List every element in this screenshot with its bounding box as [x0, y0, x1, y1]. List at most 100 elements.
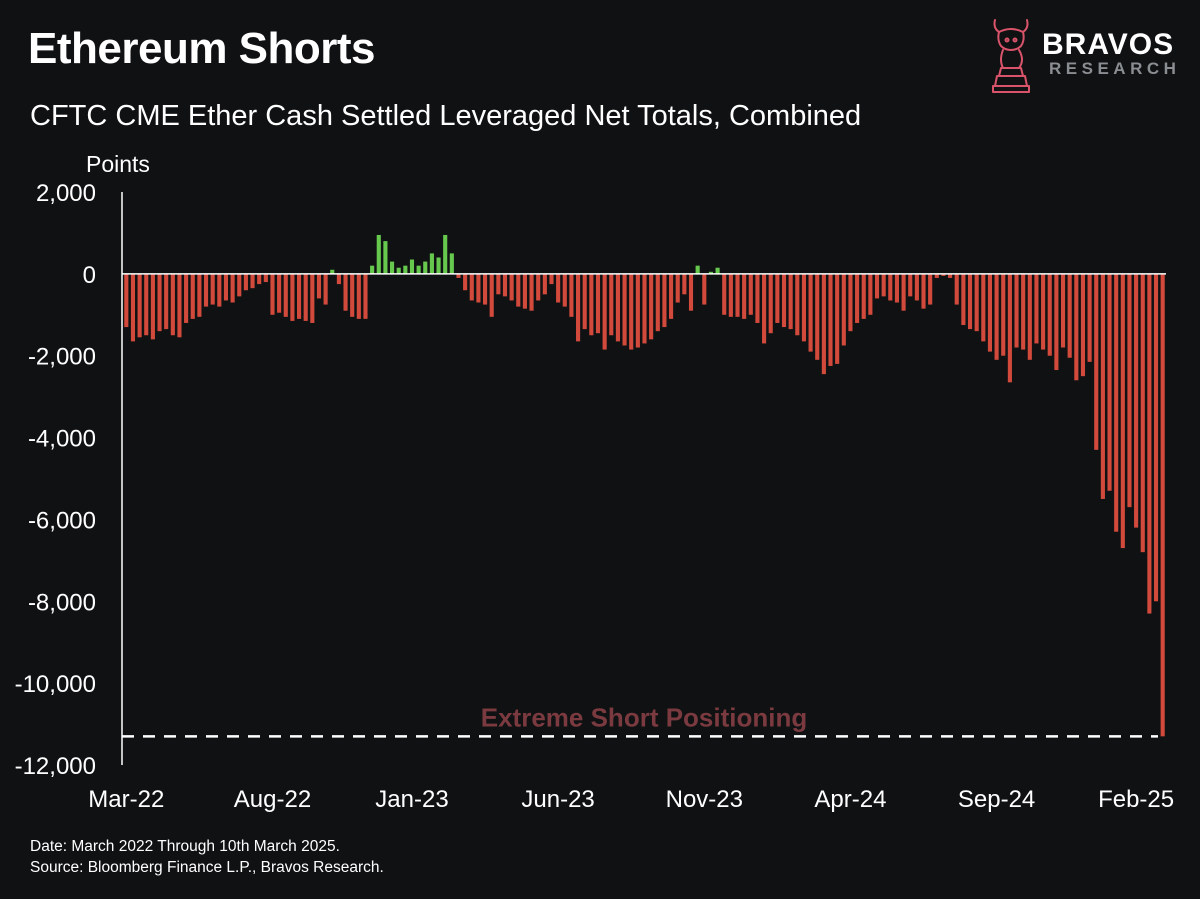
bar-140: [1054, 273, 1059, 371]
bar-35: [356, 273, 361, 319]
bar-30: [323, 273, 328, 305]
bar-150: [1120, 273, 1125, 549]
bar-136: [1027, 273, 1032, 360]
bar-141: [1060, 273, 1066, 348]
bar-82: [669, 273, 674, 319]
bar-99: [781, 273, 787, 328]
bar-77: [635, 273, 640, 348]
x-tick-label: Apr-24: [814, 786, 886, 813]
bar-47: [436, 257, 441, 274]
x-tick-label: Jun-23: [521, 786, 594, 813]
bar-104: [815, 273, 820, 360]
bar-126: [961, 273, 966, 326]
bar-24: [283, 273, 288, 317]
bar-9: [184, 273, 189, 323]
x-tick-label: Feb-25: [1098, 786, 1174, 813]
chart-subtitle: CFTC CME Ether Cash Settled Leveraged Ne…: [30, 100, 862, 132]
bar-103: [808, 273, 813, 352]
bar-83: [675, 273, 680, 303]
bar-65: [556, 273, 561, 303]
bar-27: [303, 273, 308, 321]
bar-29: [316, 273, 322, 299]
bar-138: [1041, 273, 1046, 350]
bar-112: [868, 273, 873, 315]
bar-114: [881, 273, 886, 297]
bar-37: [370, 265, 375, 274]
bar-113: [874, 273, 880, 299]
y-tick-label: 2,000: [36, 180, 96, 207]
bar-106: [828, 273, 833, 366]
bar-155: [1153, 273, 1159, 602]
bar-102: [801, 273, 806, 342]
bar-119: [914, 273, 919, 301]
bar-123: [941, 273, 946, 276]
bar-42: [403, 265, 408, 274]
bar-18: [243, 273, 248, 291]
bar-74: [615, 273, 620, 342]
bar-44: [416, 265, 421, 274]
bar-8: [177, 273, 182, 338]
bar-38: [376, 234, 381, 274]
y-axis-label: Points: [86, 151, 150, 177]
bar-144: [1080, 273, 1086, 377]
bar-153: [1140, 273, 1145, 553]
bar-40: [389, 261, 395, 274]
bar-53: [476, 273, 481, 303]
bar-72: [602, 273, 607, 350]
bar-128: [974, 273, 979, 332]
bar-149: [1114, 273, 1119, 532]
y-tick-label: -6,000: [28, 507, 96, 534]
bar-71: [595, 273, 601, 334]
bar-129: [981, 273, 986, 342]
knight-bull-icon: [992, 19, 1030, 93]
bar-5: [157, 273, 162, 332]
bar-78: [642, 273, 647, 344]
bar-10: [190, 273, 195, 319]
bar-117: [901, 273, 906, 311]
bar-154: [1147, 273, 1152, 614]
x-tick-label: Sep-24: [958, 786, 1035, 813]
bar-127: [967, 273, 973, 330]
bar-148: [1107, 273, 1112, 491]
bar-152: [1134, 273, 1139, 528]
bar-56: [496, 273, 501, 295]
y-tick-label: -8,000: [28, 589, 96, 616]
bar-121: [928, 273, 933, 305]
bar-0: [124, 273, 129, 328]
bar-142: [1067, 273, 1072, 358]
bar-6: [164, 273, 169, 330]
bar-145: [1087, 273, 1092, 362]
bar-88: [708, 271, 713, 274]
bar-105: [821, 273, 826, 375]
bar-120: [921, 273, 926, 309]
bar-75: [622, 273, 627, 346]
bar-98: [775, 273, 780, 323]
bar-90: [722, 273, 727, 315]
bar-81: [662, 273, 667, 328]
bar-66: [562, 273, 567, 307]
bar-67: [569, 273, 574, 317]
bar-23: [277, 273, 282, 313]
x-tick-label: Jan-23: [375, 786, 448, 813]
bar-69: [582, 273, 587, 330]
bar-51: [463, 273, 468, 291]
bar-21: [263, 273, 268, 283]
bar-137: [1034, 273, 1039, 344]
bar-chart: 2,000 0 -2,000 -4,000 -6,000 -8,000 -10,000 -12…: [15, 151, 1175, 813]
bar-43: [409, 259, 415, 274]
x-tick-label: Aug-22: [234, 786, 311, 813]
bar-131: [994, 273, 999, 360]
bar-84: [682, 273, 687, 295]
bar-73: [609, 273, 614, 336]
extreme-threshold-label: Extreme Short Positioning: [481, 702, 808, 732]
bar-91: [728, 273, 733, 317]
bar-79: [649, 273, 654, 340]
bar-151: [1127, 273, 1132, 508]
bar-31: [330, 269, 335, 274]
bar-109: [848, 273, 853, 332]
bar-49: [449, 253, 454, 274]
chart-footer: Date: March 2022 Through 10th March 2025…: [30, 836, 384, 878]
bar-133: [1007, 273, 1012, 383]
bar-85: [688, 273, 694, 311]
